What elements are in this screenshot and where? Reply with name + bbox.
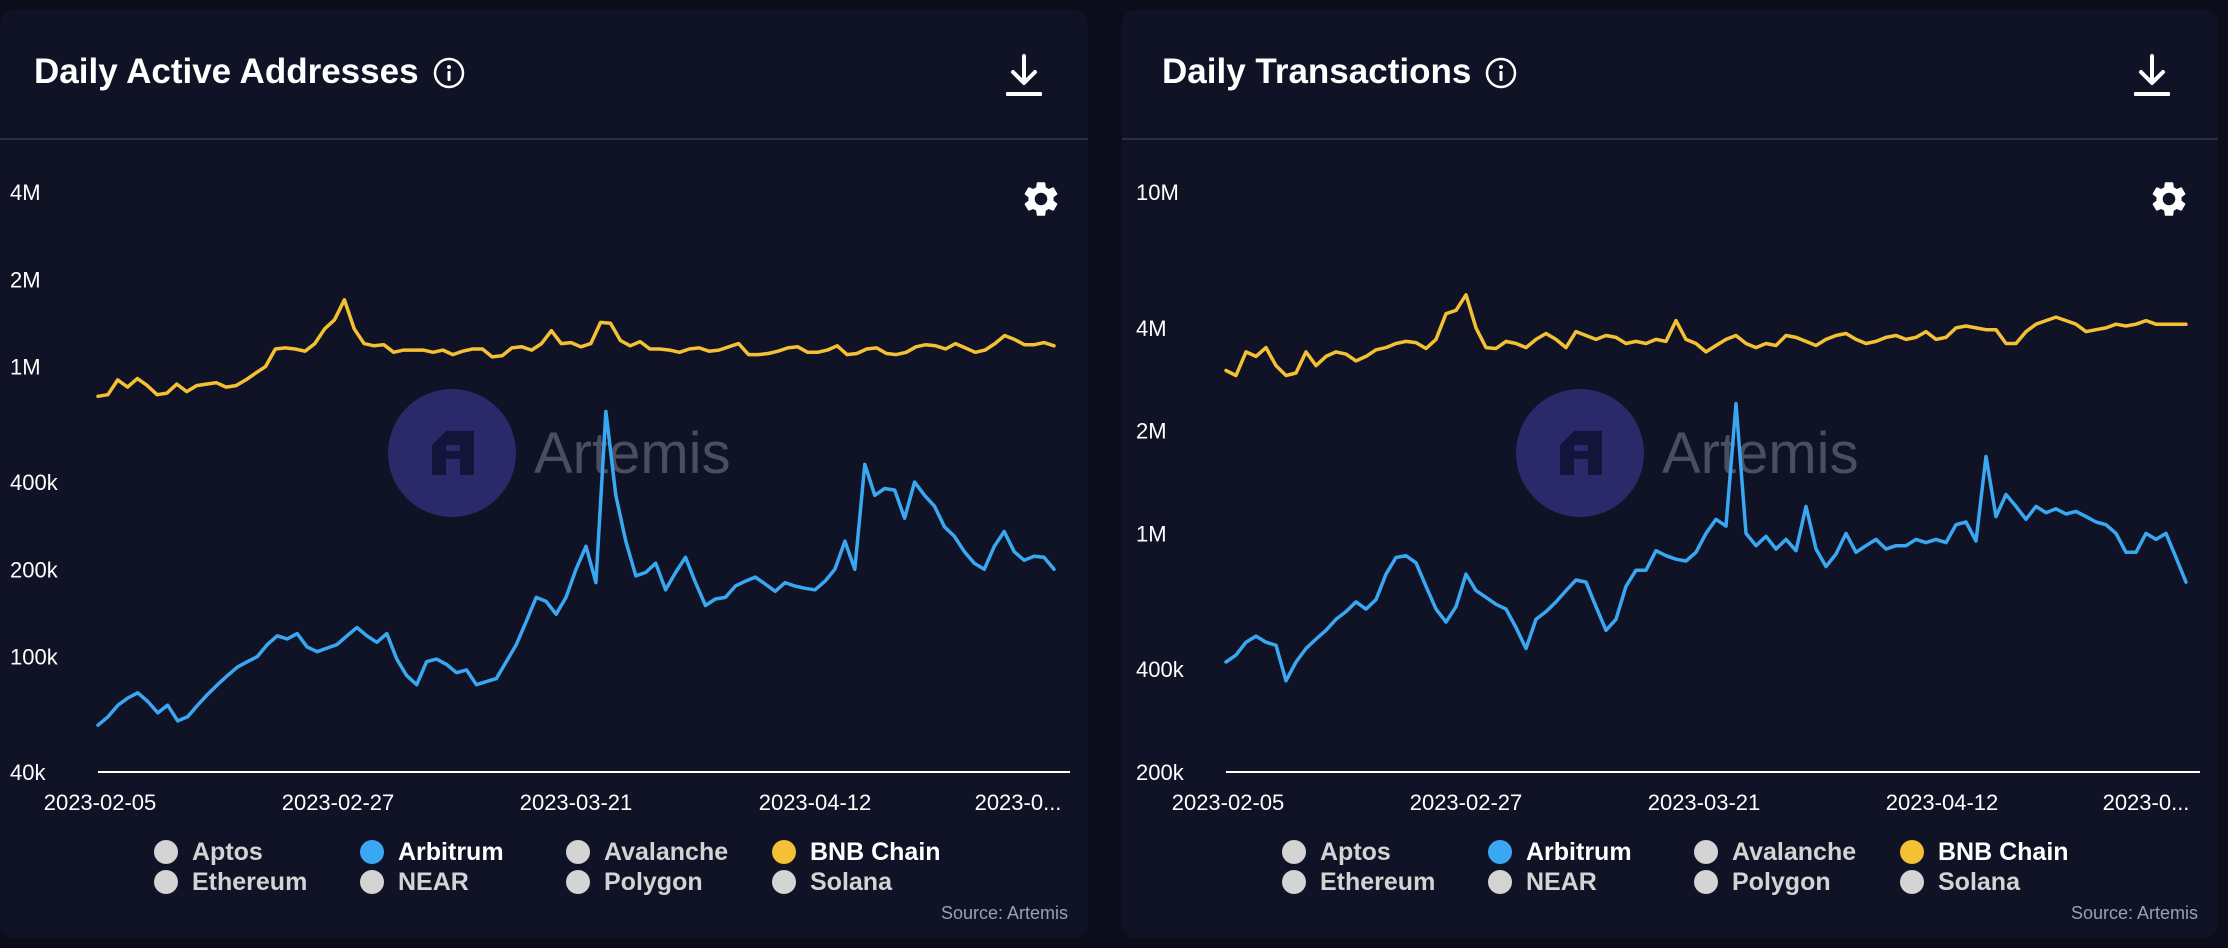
y-tick-label: 2M xyxy=(1136,419,1167,444)
legend-label: Solana xyxy=(810,868,892,896)
x-tick-label: 2023-02-27 xyxy=(1410,790,1523,815)
artemis-watermark-text: Artemis xyxy=(534,421,731,486)
legend-item-avalanche[interactable]: Avalanche xyxy=(566,838,728,867)
x-tick-label: 2023-02-27 xyxy=(282,790,395,815)
legend-label: BNB Chain xyxy=(1938,838,2069,866)
artemis-watermark: Artemis xyxy=(1516,389,1859,517)
legend-label: Aptos xyxy=(192,838,263,866)
y-tick-label: 10M xyxy=(1136,180,1179,205)
legend-dot xyxy=(154,870,178,894)
legend-dot xyxy=(360,870,384,894)
legend-dot xyxy=(360,840,384,864)
series-line-bnb-chain[interactable] xyxy=(1224,293,2188,378)
legend-label: Arbitrum xyxy=(398,838,504,866)
gear-icon[interactable] xyxy=(2148,178,2190,220)
artemis-logo-icon xyxy=(432,431,474,475)
legend-label: Polygon xyxy=(1732,868,1831,896)
x-tick-label: 2023-02-05 xyxy=(44,790,157,815)
x-tick-label: 2023-04-12 xyxy=(759,790,872,815)
legend-item-arbitrum[interactable]: Arbitrum xyxy=(360,838,504,867)
legend-item-aptos[interactable]: Aptos xyxy=(154,838,263,867)
card-title: Daily Active Addresses xyxy=(34,52,465,92)
x-tick-label: 2023-0... xyxy=(975,790,1062,815)
y-tick-label: 400k xyxy=(1136,657,1185,682)
legend-label: Solana xyxy=(1938,868,2020,896)
legend-item-bnb-chain[interactable]: BNB Chain xyxy=(1900,838,2069,867)
legend-item-near[interactable]: NEAR xyxy=(360,868,469,897)
series-line-arbitrum[interactable] xyxy=(1224,401,2188,683)
y-tick-label: 4M xyxy=(10,180,41,205)
x-tick-label: 2023-04-12 xyxy=(1886,790,1999,815)
legend-dot xyxy=(1900,870,1924,894)
y-tick-label: 200k xyxy=(10,557,59,582)
daily-active-addresses-chart: Artemis 4M 2M 1M 400k 200k 100k 40k 2023-02-05 20… xyxy=(10,180,1070,815)
card-title-text: Daily Active Addresses xyxy=(34,52,419,91)
legend-item-arbitrum[interactable]: Arbitrum xyxy=(1488,838,1632,867)
legend-label: Polygon xyxy=(604,868,703,896)
info-icon[interactable] xyxy=(433,57,465,89)
source-label: Source: Artemis xyxy=(940,903,1068,923)
card-header: Daily Active Addresses xyxy=(0,10,1088,140)
legend-item-solana[interactable]: Solana xyxy=(1900,868,2020,897)
source-label: Source: Artemis xyxy=(2070,903,2198,923)
legend-dot xyxy=(772,870,796,894)
legend-item-polygon[interactable]: Polygon xyxy=(566,868,703,897)
legend-dot xyxy=(1282,870,1306,894)
artemis-watermark: Artemis xyxy=(388,389,731,517)
legend-label: NEAR xyxy=(398,868,469,896)
gear-icon[interactable] xyxy=(1020,178,1062,220)
legend-dot xyxy=(566,870,590,894)
legend-label: Arbitrum xyxy=(1526,838,1632,866)
download-icon[interactable] xyxy=(1004,54,1044,98)
x-tick-label: 2023-03-21 xyxy=(520,790,633,815)
legend-dot xyxy=(1694,840,1718,864)
legend-label: BNB Chain xyxy=(810,838,941,866)
x-tick-label: 2023-0... xyxy=(2103,790,2190,815)
legend-item-polygon[interactable]: Polygon xyxy=(1694,868,1831,897)
daily-active-addresses-card: Daily Active Addresses Artemis 4M 2M 1M 400k… xyxy=(0,10,1088,938)
legend-item-bnb-chain[interactable]: BNB Chain xyxy=(772,838,941,867)
artemis-logo-icon xyxy=(1560,431,1602,475)
legend-dot xyxy=(1488,870,1512,894)
legend-item-solana[interactable]: Solana xyxy=(772,868,892,897)
legend-item-ethereum[interactable]: Ethereum xyxy=(1282,868,1435,897)
y-tick-label: 2M xyxy=(10,267,41,292)
y-tick-label: 1M xyxy=(1136,521,1167,546)
y-tick-label: 40k xyxy=(10,760,46,785)
y-tick-label: 400k xyxy=(10,470,59,495)
y-tick-label: 4M xyxy=(1136,316,1167,341)
x-tick-label: 2023-02-05 xyxy=(1172,790,1285,815)
y-tick-label: 100k xyxy=(10,645,59,670)
legend-dot xyxy=(1488,840,1512,864)
artemis-watermark-text: Artemis xyxy=(1662,421,1859,486)
y-tick-label: 200k xyxy=(1136,760,1185,785)
legend-label: Aptos xyxy=(1320,838,1391,866)
card-title-text: Daily Transactions xyxy=(1162,52,1472,91)
daily-transactions-card: Daily Transactions Artemis 10M 4M 2M 1M 400k 2… xyxy=(1122,10,2218,938)
y-tick-label: 1M xyxy=(10,355,41,380)
card-header: Daily Transactions xyxy=(1122,10,2218,140)
legend-dot xyxy=(1282,840,1306,864)
legend-item-near[interactable]: NEAR xyxy=(1488,868,1597,897)
x-tick-label: 2023-03-21 xyxy=(1648,790,1761,815)
legend-dot xyxy=(1694,870,1718,894)
legend-item-ethereum[interactable]: Ethereum xyxy=(154,868,307,897)
daily-transactions-chart: Artemis 10M 4M 2M 1M 400k 200k 2023-02-05 2023-0… xyxy=(1136,180,2200,815)
legend-label: Ethereum xyxy=(1320,868,1436,896)
legend-item-aptos[interactable]: Aptos xyxy=(1282,838,1391,867)
legend-dot xyxy=(566,840,590,864)
info-icon[interactable] xyxy=(1485,57,1517,89)
legend-label: Avalanche xyxy=(604,838,729,866)
series-line-bnb-chain[interactable] xyxy=(96,298,1056,399)
legend-item-avalanche[interactable]: Avalanche xyxy=(1694,838,1856,867)
series-line-arbitrum[interactable] xyxy=(96,409,1056,727)
download-icon[interactable] xyxy=(2132,54,2172,98)
legend-dot xyxy=(154,840,178,864)
legend-label: Avalanche xyxy=(1732,838,1857,866)
legend-label: NEAR xyxy=(1526,868,1597,896)
legend-dot xyxy=(1900,840,1924,864)
legend-label: Ethereum xyxy=(192,868,308,896)
legend-dot xyxy=(772,840,796,864)
card-title: Daily Transactions xyxy=(1162,52,1517,92)
